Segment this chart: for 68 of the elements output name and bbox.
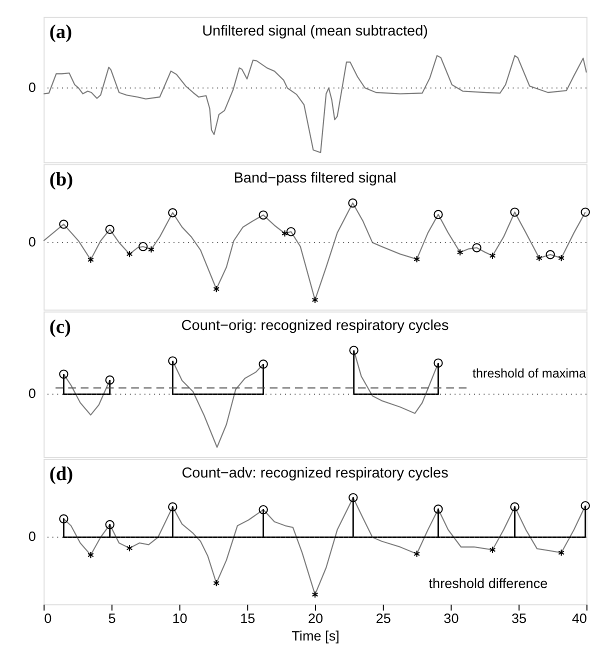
point <box>414 256 420 263</box>
ref-line-label: 0 <box>28 234 36 250</box>
point <box>434 358 443 368</box>
point <box>168 356 178 366</box>
text: (b) <box>49 170 74 191</box>
point <box>312 590 318 598</box>
point <box>258 505 268 514</box>
point <box>472 243 482 252</box>
point <box>213 580 220 587</box>
point <box>258 360 268 369</box>
point <box>105 375 114 385</box>
x-tick-label: 40 <box>572 611 588 626</box>
point <box>510 502 520 512</box>
point <box>536 254 542 262</box>
point <box>558 549 565 556</box>
point <box>59 514 68 524</box>
point <box>138 242 148 252</box>
point <box>286 227 296 236</box>
text: (d) <box>49 464 74 486</box>
x-tick-label: 20 <box>308 611 324 626</box>
point <box>168 502 178 512</box>
point <box>349 346 358 355</box>
point <box>580 208 590 217</box>
x-tick-label: 25 <box>376 611 391 626</box>
point <box>510 208 520 217</box>
ref-line-label: 0 <box>28 386 36 402</box>
point <box>88 551 94 559</box>
point <box>489 546 496 554</box>
point <box>59 220 68 229</box>
text: (c) <box>49 316 71 338</box>
point <box>489 252 496 260</box>
text: (a) <box>49 22 72 44</box>
point <box>105 224 114 234</box>
point <box>434 210 443 220</box>
point <box>348 493 358 502</box>
point <box>434 504 443 514</box>
point <box>414 550 420 558</box>
point <box>59 370 68 379</box>
x-axis-title: Time [s] <box>292 628 340 644</box>
point <box>258 210 268 220</box>
x-tick-label: 15 <box>240 611 256 626</box>
point <box>105 520 114 530</box>
point <box>126 250 133 258</box>
x-tick-label: 5 <box>108 611 116 626</box>
point <box>546 250 555 260</box>
point <box>558 254 565 262</box>
ref-line-label: 0 <box>28 80 36 95</box>
point <box>126 544 133 552</box>
chart-title: Unfiltered signal (mean subtracted) <box>202 23 428 40</box>
chart-title: Count−orig: recognized respiratory cycles <box>181 318 449 334</box>
annotation: threshold of maxima <box>472 366 586 380</box>
ref-line-label: 0 <box>28 529 36 544</box>
x-tick-label: 35 <box>512 611 527 626</box>
x-tick-label: 30 <box>444 611 460 626</box>
x-tick-label: 10 <box>172 611 188 626</box>
point <box>456 248 464 256</box>
point <box>88 256 94 264</box>
x-tick-label: 0 <box>44 611 52 626</box>
point <box>312 296 318 304</box>
point <box>348 198 358 208</box>
point <box>282 230 288 237</box>
chart-title: Count−adv: recognized respiratory cycles <box>182 465 448 482</box>
point <box>213 285 220 293</box>
chart-title: Band−pass filtered signal <box>234 170 396 187</box>
point <box>148 246 154 254</box>
annotation: threshold difference <box>428 576 548 591</box>
point <box>580 501 590 510</box>
point <box>168 208 178 218</box>
